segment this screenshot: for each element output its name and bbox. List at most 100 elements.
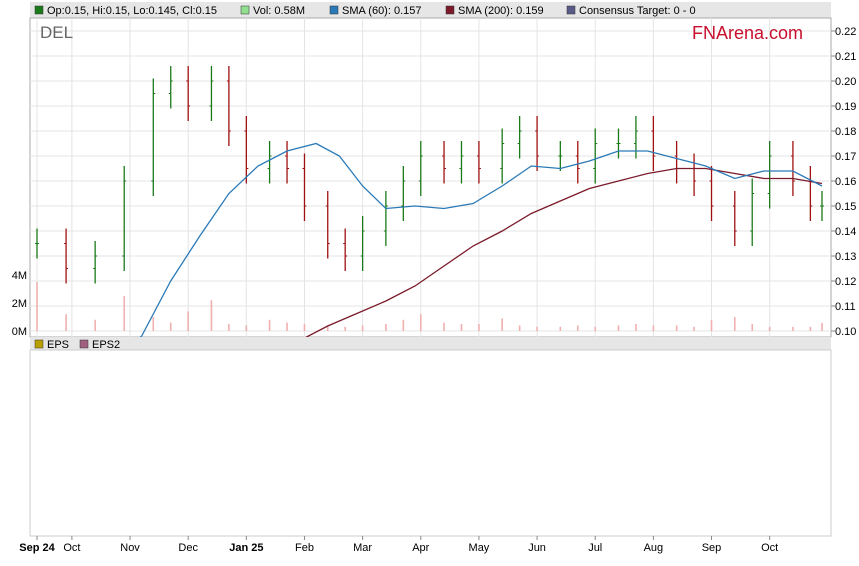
y-tick-label: 0.19: [835, 101, 856, 113]
y-tick-label: 0.12: [835, 276, 856, 288]
volume-bar: [460, 324, 463, 331]
x-tick-label: Jan 25: [229, 542, 263, 554]
legend-swatch: [79, 339, 89, 349]
ticker-symbol: DEL: [40, 23, 73, 42]
volume-tick-label: 2M: [12, 298, 27, 310]
x-tick-label: Jun: [528, 542, 546, 554]
volume-bar: [169, 322, 172, 331]
x-tick-label: Apr: [412, 542, 429, 554]
volume-bar: [501, 318, 503, 331]
volume-bar: [652, 325, 655, 331]
volume-bar: [268, 319, 271, 331]
volume-bar: [228, 324, 230, 331]
volume-bar: [152, 317, 155, 331]
volume-bar: [478, 324, 480, 331]
volume-bar: [768, 326, 771, 331]
x-tick-label: Sep: [702, 542, 722, 554]
legend-label: SMA (200): 0.159: [458, 5, 544, 17]
volume-bar: [385, 324, 387, 331]
volume-bar: [710, 319, 713, 331]
eps-panel: [29, 349, 832, 537]
volume-bar: [419, 314, 422, 331]
y-tick-label: 0.21: [835, 51, 856, 63]
x-tick-label: Feb: [295, 542, 314, 554]
x-tick-label: Jul: [588, 542, 602, 554]
volume-bar: [518, 325, 521, 331]
volume-bar: [635, 324, 637, 331]
volume-bar: [617, 325, 620, 331]
y-tick-label: 0.11: [835, 301, 856, 313]
price-plot-area: [29, 17, 832, 338]
volume-bar: [344, 326, 346, 331]
x-tick-label: Sep 24: [19, 542, 55, 554]
legend-swatch: [566, 5, 576, 15]
legend-swatch: [240, 5, 250, 15]
y-tick-label: 0.10: [835, 326, 856, 338]
volume-bar: [286, 322, 288, 331]
legend-label: EPS: [47, 339, 69, 351]
legend-bar: [30, 2, 831, 18]
volume-bar: [559, 326, 562, 331]
legend-swatch: [329, 5, 339, 15]
volume-bar: [187, 311, 189, 331]
volume-axis: 4M 2M 0M: [12, 270, 27, 338]
volume-bar: [821, 322, 823, 331]
x-tick-label: Oct: [63, 542, 80, 554]
volume-bar: [675, 325, 678, 331]
volume-tick-label: 0M: [12, 326, 27, 338]
volume-bar: [210, 300, 213, 331]
volume-bar: [245, 325, 248, 331]
legend-label: Vol: 0.58M: [253, 5, 305, 17]
brand-logo: FNArena.com: [692, 23, 803, 43]
volume-bar: [792, 326, 794, 331]
x-tick-label: Oct: [761, 542, 778, 554]
volume-bars: [36, 282, 823, 331]
y-axis: 0.22 0.21 0.20 0.19 0.18 0.17 0.16 0.15 0.14 0.13…: [831, 26, 856, 338]
legend-top: Op:0.15, Hi:0.15, Lo:0.145, Cl:0.15 Vol: …: [34, 5, 696, 17]
x-tick-label: May: [469, 542, 490, 554]
volume-bar: [693, 326, 695, 331]
x-tick-label: Nov: [120, 542, 140, 554]
legend-swatch: [445, 5, 455, 15]
x-tick-label: Dec: [178, 542, 198, 554]
legend-swatch: [34, 5, 44, 15]
legend-label: EPS2: [92, 339, 120, 351]
y-tick-label: 0.14: [835, 226, 856, 238]
y-tick-label: 0.18: [835, 126, 856, 138]
volume-bar: [809, 326, 812, 331]
y-tick-label: 0.22: [835, 26, 856, 38]
y-tick-label: 0.13: [835, 251, 856, 263]
legend-label: Op:0.15, Hi:0.15, Lo:0.145, Cl:0.15: [47, 5, 217, 17]
volume-tick-label: 4M: [12, 270, 27, 282]
eps-legend-bar: [30, 337, 831, 350]
volume-bar: [443, 322, 445, 331]
volume-bar: [594, 326, 597, 331]
volume-bar: [123, 296, 126, 331]
volume-bar: [751, 324, 754, 331]
x-tick-label: Aug: [644, 542, 664, 554]
legend-bottom: EPS EPS2: [34, 339, 120, 351]
y-tick-label: 0.20: [835, 76, 856, 88]
volume-bar: [303, 324, 306, 331]
volume-bar: [733, 317, 736, 331]
x-axis: Sep 24 Oct Nov Dec Jan 25 Feb Mar Apr May Jun Jul A…: [19, 536, 778, 554]
volume-bar: [94, 319, 96, 331]
legend-label: Consensus Target: 0 - 0: [579, 5, 696, 17]
y-tick-label: 0.16: [835, 176, 856, 188]
x-tick-label: Mar: [353, 542, 372, 554]
legend-label: SMA (60): 0.157: [342, 5, 422, 17]
volume-bar: [326, 325, 329, 331]
volume-bar: [65, 314, 67, 331]
grid: [30, 18, 831, 337]
volume-bar: [402, 319, 405, 331]
legend-swatch: [34, 339, 44, 349]
sma60-line: [112, 142, 823, 362]
volume-bar: [536, 326, 538, 331]
volume-bar: [36, 282, 38, 331]
y-tick-label: 0.15: [835, 201, 856, 213]
volume-bar: [576, 325, 579, 331]
sma200-line: [234, 167, 823, 382]
y-tick-label: 0.17: [835, 151, 856, 163]
volume-bar: [361, 325, 364, 331]
